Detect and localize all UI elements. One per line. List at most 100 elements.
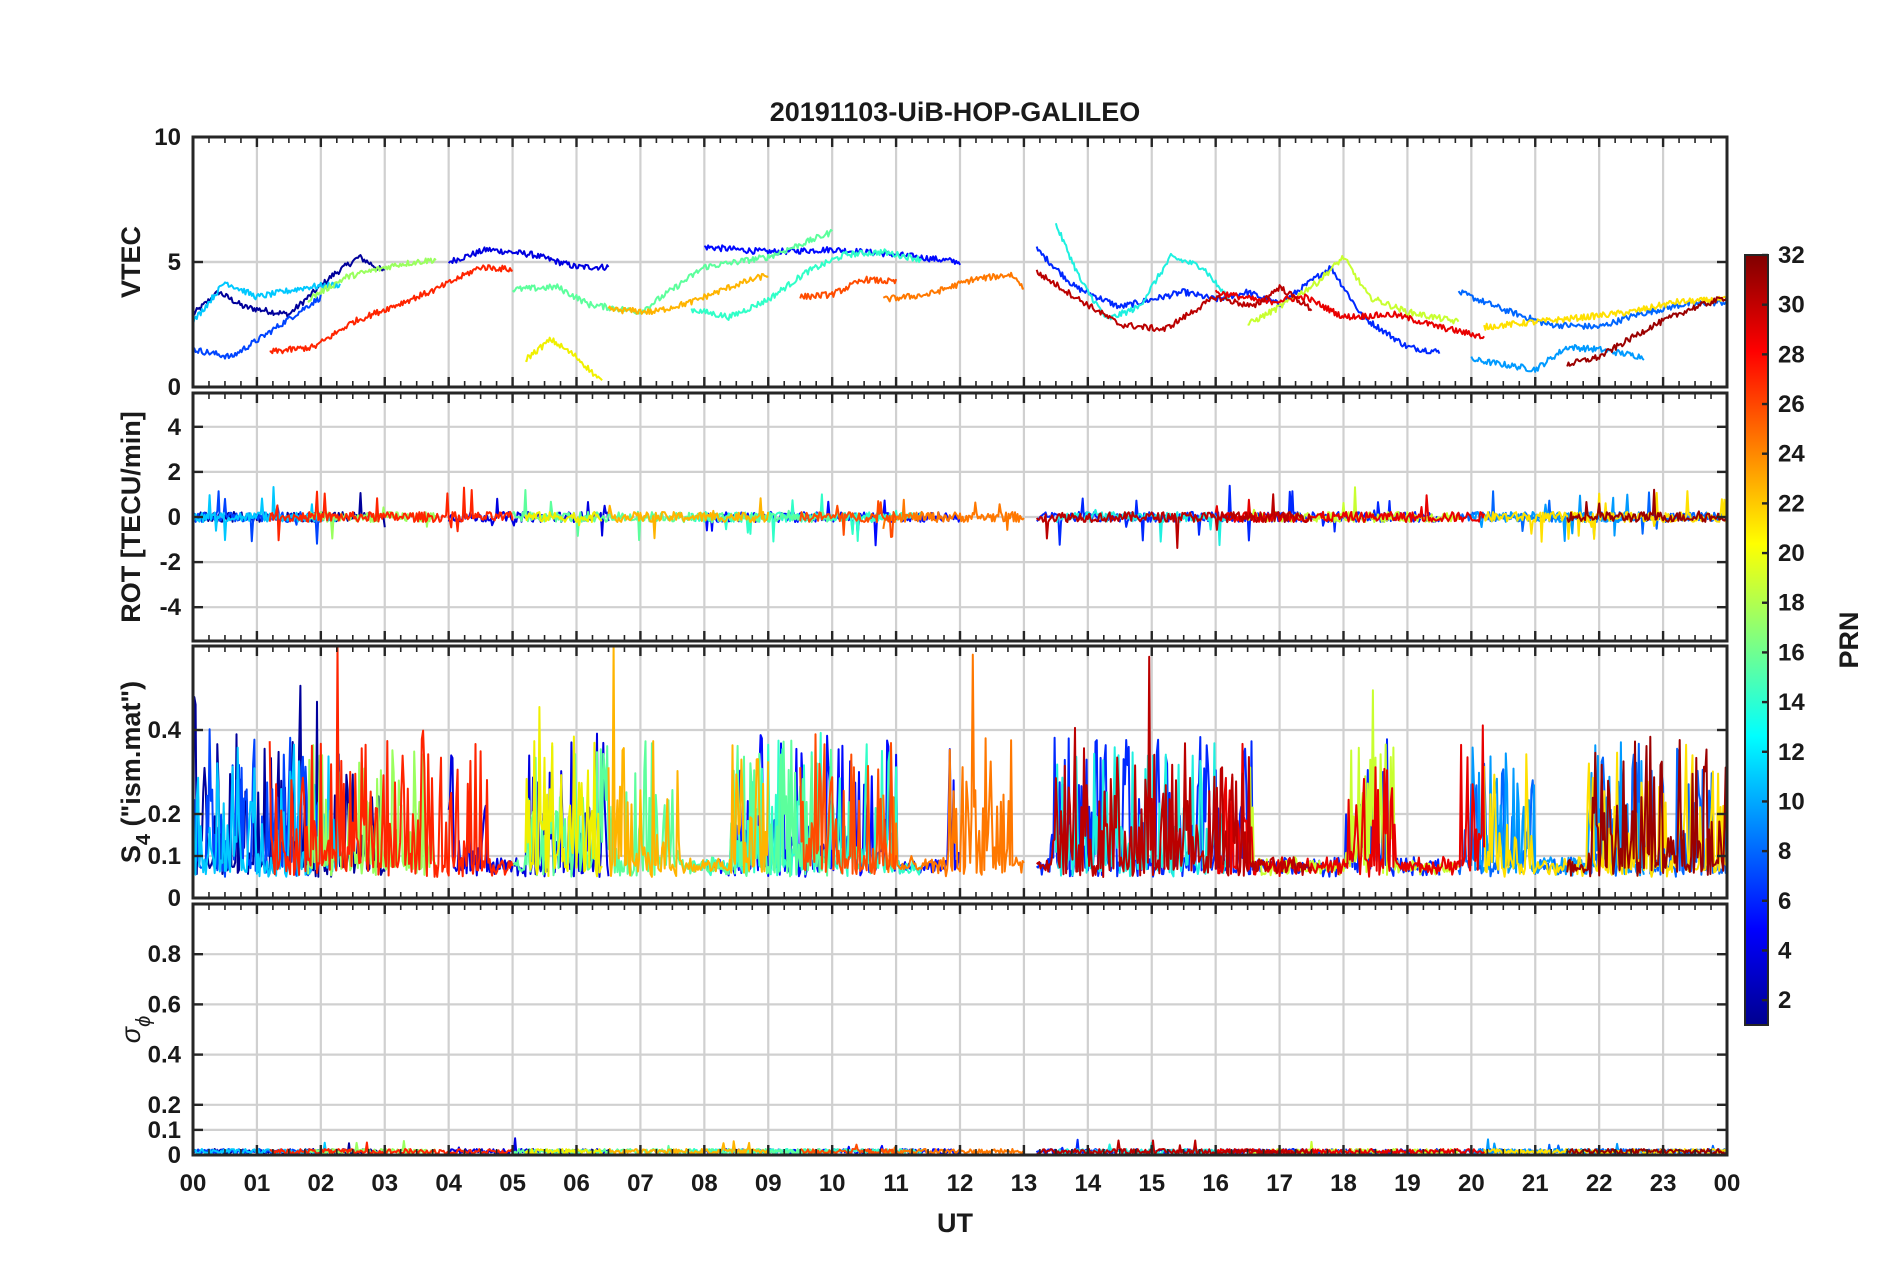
y-tick-label: 0 bbox=[168, 885, 181, 912]
series-line-prn-26 bbox=[268, 486, 514, 542]
y-axis-label-rot: ROT [TECU/min] bbox=[116, 411, 146, 622]
y-tick-label: 10 bbox=[154, 124, 181, 151]
colorbar-tick-label: 22 bbox=[1778, 490, 1805, 517]
x-tick-label: 00 bbox=[1714, 1170, 1741, 1197]
series-line-prn-3 bbox=[447, 246, 610, 271]
panel-s4: 00.10.20.4S4 ("ism.mat") bbox=[116, 644, 1729, 912]
series-line-prn-26 bbox=[269, 264, 514, 355]
x-tick-label: 09 bbox=[755, 1170, 782, 1197]
series-line-prn-25 bbox=[799, 275, 898, 301]
ylabel-sub: ϕ bbox=[133, 1016, 155, 1027]
x-tick-label: 11 bbox=[883, 1170, 908, 1197]
x-tick-label: 12 bbox=[947, 1170, 974, 1197]
colorbar-tick-label: 18 bbox=[1778, 590, 1805, 617]
x-tick-label: 14 bbox=[1074, 1170, 1101, 1197]
series-line-prn-1 bbox=[193, 254, 386, 319]
series-line-prn-13 bbox=[1054, 223, 1230, 321]
colorbar-tick-label: 32 bbox=[1778, 242, 1805, 269]
x-tick-label: 22 bbox=[1586, 1170, 1613, 1197]
x-tick-label: 13 bbox=[1011, 1170, 1038, 1197]
series-line-prn-21 bbox=[1483, 743, 1727, 878]
x-tick-label: 21 bbox=[1522, 1170, 1549, 1197]
series-line-prn-16 bbox=[511, 489, 833, 542]
series-line-prn-20 bbox=[524, 706, 603, 878]
x-tick-label: 17 bbox=[1266, 1170, 1293, 1197]
colorbar-tick-label: 24 bbox=[1778, 441, 1805, 468]
colorbar-tick-label: 4 bbox=[1778, 937, 1792, 964]
x-tick-label: 19 bbox=[1394, 1170, 1421, 1197]
series-line-prn-30 bbox=[1035, 269, 1313, 333]
series-line-prn-31 bbox=[1566, 735, 1727, 878]
series-line-prn-20 bbox=[525, 336, 603, 382]
series-line-prn-7 bbox=[1457, 289, 1727, 330]
chart-title: 20191103-UiB-HOP-GALILEO bbox=[770, 97, 1141, 127]
series-line-prn-22 bbox=[607, 497, 770, 540]
series-line-prn-25 bbox=[799, 733, 898, 875]
colorbar-tick-label: 20 bbox=[1778, 540, 1805, 567]
series-line-prn-3 bbox=[447, 497, 610, 537]
x-tick-label: 07 bbox=[627, 1170, 654, 1197]
x-tick-label: 20 bbox=[1458, 1170, 1485, 1197]
x-tick-label: 00 bbox=[180, 1170, 207, 1197]
series-line-prn-24 bbox=[882, 271, 1025, 303]
colorbar-gradient bbox=[1745, 255, 1768, 1025]
y-axis-label-sigma: σϕ bbox=[116, 1016, 155, 1043]
y-tick-label: -2 bbox=[160, 549, 181, 576]
y-tick-label: 2 bbox=[168, 459, 181, 486]
y-tick-label: 0.8 bbox=[148, 941, 181, 968]
colorbar-tick-label: 16 bbox=[1778, 639, 1805, 666]
panel-rot: -4 -2 0 2 4 ROT [TECU/min] bbox=[116, 391, 1729, 643]
colorbar-tick-label: 30 bbox=[1778, 292, 1805, 319]
y-tick-label: 0.2 bbox=[148, 1092, 181, 1119]
series-line-prn-24 bbox=[882, 498, 1025, 531]
series-line-prn-26 bbox=[269, 1141, 513, 1155]
x-tick-label: 08 bbox=[691, 1170, 718, 1197]
y-tick-label: 0.4 bbox=[148, 717, 182, 744]
series-line-prn-19 bbox=[1247, 255, 1460, 326]
y-tick-label: 4 bbox=[168, 414, 182, 441]
y-tick-label: -4 bbox=[160, 594, 182, 621]
ylabel-main: S bbox=[116, 845, 146, 863]
ylabel-sub: 4 bbox=[133, 833, 155, 845]
x-tick-label: 18 bbox=[1330, 1170, 1357, 1197]
colorbar-tick-label: 8 bbox=[1778, 838, 1791, 865]
y-tick-label: 0 bbox=[168, 504, 181, 531]
series-line-prn-6 bbox=[193, 294, 322, 360]
series-line-prn-20 bbox=[524, 511, 603, 527]
series-line-prn-21 bbox=[1483, 295, 1727, 331]
series-line-prn-14 bbox=[690, 493, 923, 543]
series-line-prn-16 bbox=[511, 739, 834, 878]
series-line-prn-24 bbox=[882, 1146, 1025, 1155]
series-group-vtec bbox=[193, 223, 1727, 382]
y-tick-label: 5 bbox=[168, 249, 181, 276]
x-tick-label: 03 bbox=[371, 1170, 398, 1197]
colorbar-label: PRN bbox=[1834, 611, 1864, 668]
x-tick-label: 16 bbox=[1202, 1170, 1229, 1197]
y-tick-label: 0.1 bbox=[148, 1117, 181, 1144]
y-axis-label-s4: S4 ("ism.mat") bbox=[116, 681, 155, 863]
series-line-prn-31 bbox=[1566, 295, 1727, 367]
colorbar-tick-label: 26 bbox=[1778, 391, 1805, 418]
y-tick-label: 0 bbox=[168, 1142, 181, 1169]
x-tick-label: 23 bbox=[1650, 1170, 1677, 1197]
colorbar-tick-label: 2 bbox=[1778, 987, 1791, 1014]
series-group-rot bbox=[193, 484, 1727, 549]
x-axis-label: UT bbox=[937, 1208, 973, 1238]
ylabel-main: σ bbox=[116, 1025, 146, 1043]
series-line-prn-24 bbox=[882, 653, 1025, 878]
x-tick-label: 05 bbox=[499, 1170, 526, 1197]
series-line-prn-30 bbox=[1036, 655, 1313, 878]
colorbar-frame bbox=[1744, 254, 1769, 1026]
colorbar-tick-label: 12 bbox=[1778, 739, 1805, 766]
series-line-prn-16 bbox=[511, 228, 833, 315]
panel-sigma: 00.10.2 0.4 0.6 0.8 σϕ bbox=[116, 902, 1729, 1169]
y-tick-label: 0.6 bbox=[148, 991, 181, 1018]
series-line-prn-11 bbox=[193, 281, 341, 326]
series-line-prn-25 bbox=[799, 500, 898, 538]
y-tick-label: 0.2 bbox=[148, 801, 181, 828]
x-tick-label: 02 bbox=[307, 1170, 334, 1197]
series-group-s4 bbox=[193, 646, 1727, 878]
